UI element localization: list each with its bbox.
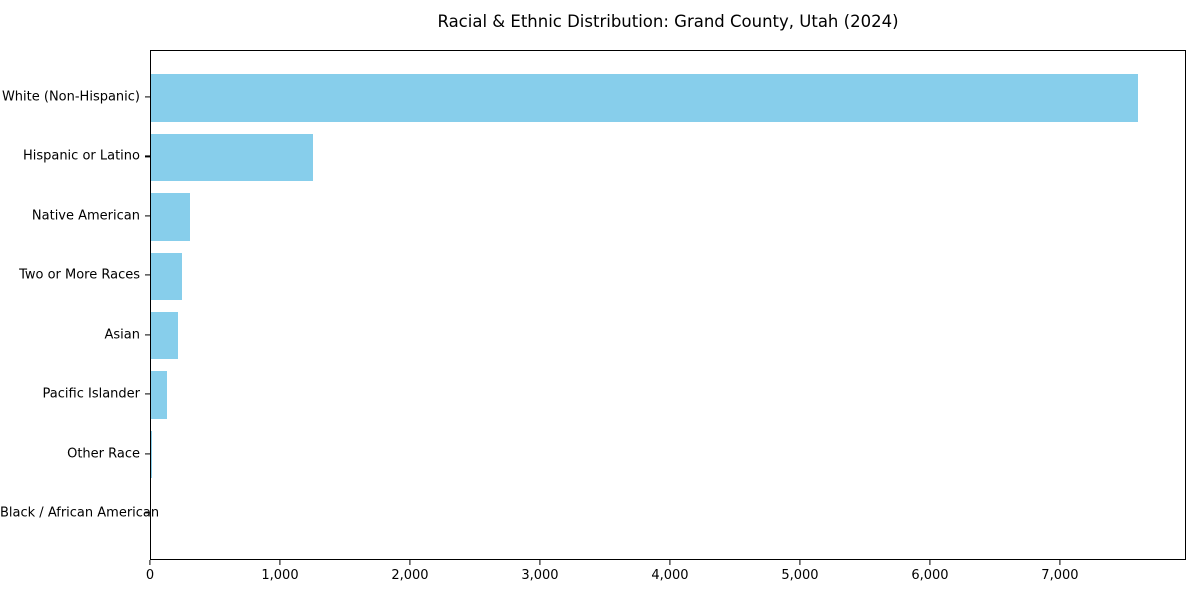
x-tick-label-4,000: 4,000 [651, 568, 689, 583]
y-tick-mark [145, 334, 150, 336]
chart-title: Racial & Ethnic Distribution: Grand Coun… [437, 12, 899, 31]
x-tick-mark [149, 560, 151, 565]
bar-white-non-hispanic [151, 74, 1138, 122]
y-tick-label-two-or-more-races: Two or More Races [19, 267, 140, 283]
bar-two-or-more-races [151, 252, 183, 301]
y-tick-label-asian: Asian [104, 327, 140, 343]
y-tick-label-native-american: Native American [31, 208, 140, 224]
x-tick-label-7,000: 7,000 [1041, 568, 1079, 583]
x-tick-mark [279, 560, 281, 565]
x-tick-label-6,000: 6,000 [911, 568, 949, 583]
x-tick-mark [799, 560, 801, 565]
x-tick-label-5,000: 5,000 [781, 568, 819, 583]
x-tick-label-3,000: 3,000 [521, 568, 559, 583]
x-tick-label-2,000: 2,000 [391, 568, 429, 583]
y-tick-label-pacific-islander: Pacific Islander [42, 386, 140, 402]
y-tick-mark [145, 393, 150, 395]
y-tick-label-white-non-hispanic: White (Non-Hispanic) [1, 89, 140, 105]
y-tick-mark [145, 215, 150, 217]
bar-pacific-islander [151, 371, 167, 419]
x-tick-label-0: 0 [145, 568, 155, 583]
y-tick-label-other-race: Other Race [67, 446, 140, 462]
x-tick-label-1,000: 1,000 [261, 568, 299, 583]
y-tick-mark [145, 96, 150, 98]
x-tick-mark [1059, 560, 1061, 565]
y-tick-mark [145, 453, 150, 455]
bar-native-american [151, 193, 190, 241]
y-tick-label-hispanic-or-latino: Hispanic or Latino [22, 148, 140, 164]
bar-other-race [151, 430, 153, 479]
x-tick-mark [409, 560, 411, 565]
y-tick-mark [145, 155, 150, 157]
y-tick-mark [145, 512, 150, 514]
bar-hispanic-or-latino [151, 133, 314, 182]
x-tick-mark [669, 560, 671, 565]
x-tick-mark [929, 560, 931, 565]
bar-asian [151, 311, 179, 360]
plot-area [150, 50, 1186, 560]
y-tick-label-black-african-american: Black / African American [0, 505, 160, 521]
y-tick-mark [145, 274, 150, 276]
x-tick-mark [539, 560, 541, 565]
